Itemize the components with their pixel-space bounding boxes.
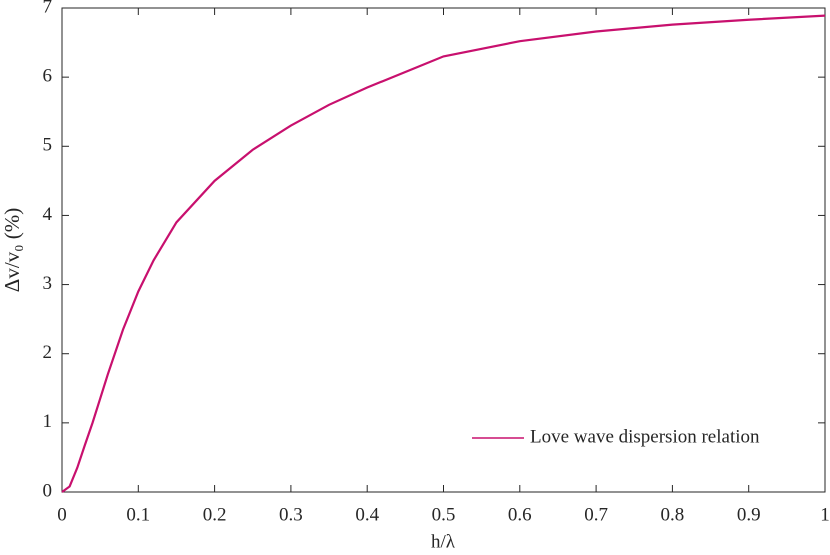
x-tick-label: 0 <box>57 504 67 525</box>
y-tick-label: 7 <box>43 0 53 17</box>
x-tick-label: 0.7 <box>584 504 608 525</box>
x-tick-label: 0.9 <box>737 504 761 525</box>
y-tick-label: 0 <box>43 480 53 501</box>
y-tick-label: 2 <box>43 342 53 363</box>
x-tick-label: 0.1 <box>126 504 150 525</box>
x-tick-label: 0.8 <box>661 504 685 525</box>
axes-box <box>61 7 826 493</box>
legend-label: Love wave dispersion relation <box>530 426 760 447</box>
x-tick-label: 1 <box>820 504 830 525</box>
y-axis-label: Δv/v₀ (%) <box>0 208 24 292</box>
x-tick-label: 0.6 <box>508 504 532 525</box>
y-tick-label: 4 <box>43 204 53 225</box>
y-tick-label: 3 <box>43 273 53 294</box>
x-tick-label: 0.2 <box>203 504 227 525</box>
y-tick-label: 1 <box>43 411 53 432</box>
x-tick-label: 0.5 <box>432 504 456 525</box>
line-series <box>61 14 826 493</box>
y-tick-label: 5 <box>43 135 53 156</box>
y-tick-label: 6 <box>43 66 53 87</box>
x-axis-label: h/λ <box>431 531 456 552</box>
x-tick-label: 0.4 <box>355 504 379 525</box>
x-tick-label: 0.3 <box>279 504 303 525</box>
